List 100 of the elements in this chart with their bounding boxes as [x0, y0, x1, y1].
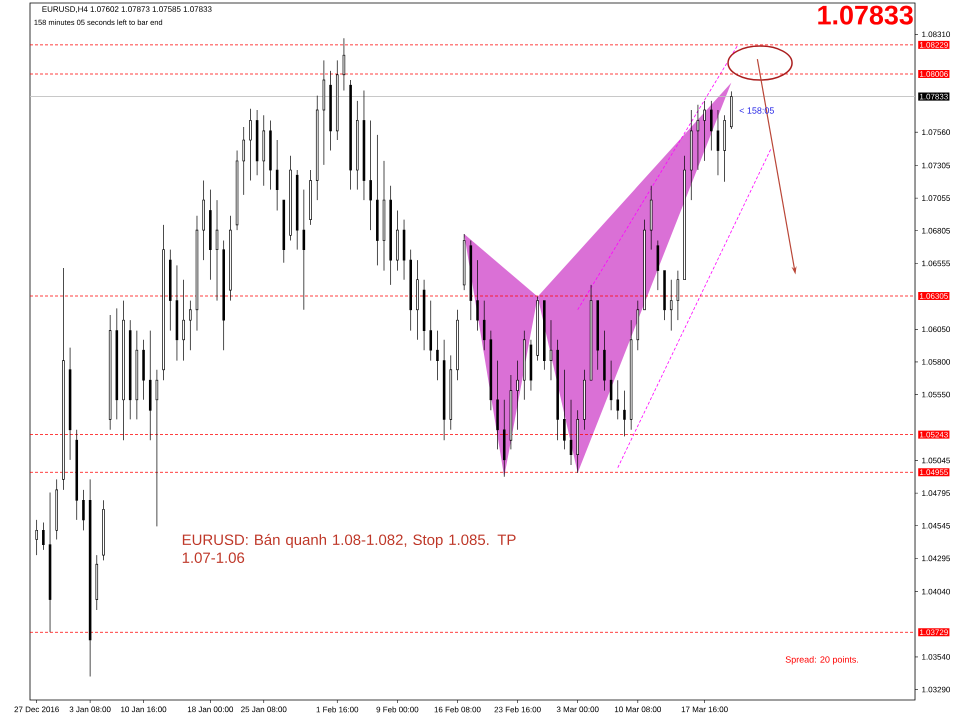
candlestick [436, 330, 439, 381]
candlestick [516, 360, 519, 430]
candlestick [322, 60, 326, 166]
candlestick [590, 284, 592, 381]
candlestick [189, 300, 192, 351]
candlestick [262, 114, 266, 186]
candlestick [282, 200, 286, 264]
candlestick [256, 110, 258, 176]
candlestick [88, 479, 92, 677]
candlestick [429, 300, 432, 361]
candlestick [563, 369, 566, 450]
candlestick [122, 300, 125, 441]
candlestick [128, 320, 132, 420]
candlestick [302, 189, 306, 310]
candlestick [289, 155, 292, 241]
candlestick [108, 314, 112, 430]
candlestick [456, 309, 459, 381]
candlestick [249, 108, 252, 181]
candlestick [148, 330, 152, 441]
candlestick [329, 70, 332, 151]
candlestick [276, 140, 278, 211]
candlestick [570, 399, 572, 466]
candlestick [583, 369, 586, 430]
candlestick [650, 185, 652, 250]
candlestick [490, 330, 492, 411]
candlestick [610, 360, 612, 411]
candlestick [396, 210, 399, 271]
candlestick [450, 355, 452, 430]
candlestick [462, 234, 466, 290]
candlestick [596, 300, 600, 370]
candlestick [62, 268, 65, 490]
candlestick [196, 215, 198, 331]
candlestick [482, 300, 486, 351]
candlestick [269, 120, 272, 190]
candlestick [623, 390, 626, 437]
candlestick [136, 330, 138, 420]
candlestick [296, 170, 298, 250]
candlestick [168, 249, 172, 331]
candlestick [349, 80, 352, 190]
candlestick [470, 240, 472, 321]
candlestick [550, 320, 552, 381]
candlestick [510, 374, 512, 450]
candlestick [116, 308, 118, 420]
candlestick [422, 279, 426, 351]
candlestick [442, 339, 446, 441]
candlestick [530, 339, 532, 391]
candlestick [676, 270, 680, 321]
candlestick [156, 369, 158, 527]
candlestick [536, 296, 539, 361]
annotation: 1.07833 [818, 6, 913, 25]
candlestick [309, 170, 312, 226]
candlestick [176, 264, 178, 361]
candlestick [236, 150, 238, 230]
candlestick [522, 330, 526, 400]
candlestick [556, 339, 559, 441]
candlestick [409, 249, 412, 331]
candlestick [82, 490, 85, 531]
candlestick [683, 155, 686, 280]
candlestick [216, 200, 218, 301]
candlestick [229, 215, 232, 301]
candlestick [42, 522, 45, 550]
candlestick [382, 160, 386, 271]
candlestick [616, 380, 620, 420]
candlestick [222, 240, 225, 351]
candlestick [362, 90, 366, 200]
candlestick [356, 100, 359, 190]
candlestick [35, 520, 38, 556]
candlestick [182, 279, 185, 361]
annotation: Spread: 20 points. [786, 656, 858, 664]
candlestick [716, 110, 720, 176]
candlestick [690, 110, 693, 200]
candlestick [476, 260, 479, 331]
candlestick [202, 180, 205, 260]
annotation: EURUSD: Bán quanh 1.08-1.082, Stop 1.085. TP 1.07-1.06 [182, 534, 516, 563]
candlestick [502, 399, 506, 478]
candlestick [68, 347, 72, 460]
candlestick [496, 360, 499, 450]
candlestick [389, 185, 392, 286]
candlestick [376, 134, 379, 266]
candlestick [603, 330, 606, 391]
candlestick [342, 38, 346, 91]
candlestick [543, 300, 546, 370]
candlestick [636, 300, 640, 351]
candlestick [316, 95, 318, 200]
candlestick [209, 189, 212, 280]
candlestick [703, 100, 706, 162]
candlestick [670, 279, 672, 331]
candlestick [576, 410, 579, 474]
candlestick [142, 339, 145, 400]
candlestick [416, 260, 419, 340]
candlestick [369, 120, 372, 230]
candlestick [96, 554, 98, 610]
candlestick [48, 492, 52, 632]
candlestick [336, 60, 339, 140]
candlestick [723, 114, 726, 182]
candlestick [710, 100, 713, 151]
candlestick [75, 429, 78, 520]
candlestick [696, 104, 700, 170]
candlestick [663, 270, 666, 321]
candlestick [630, 320, 632, 430]
